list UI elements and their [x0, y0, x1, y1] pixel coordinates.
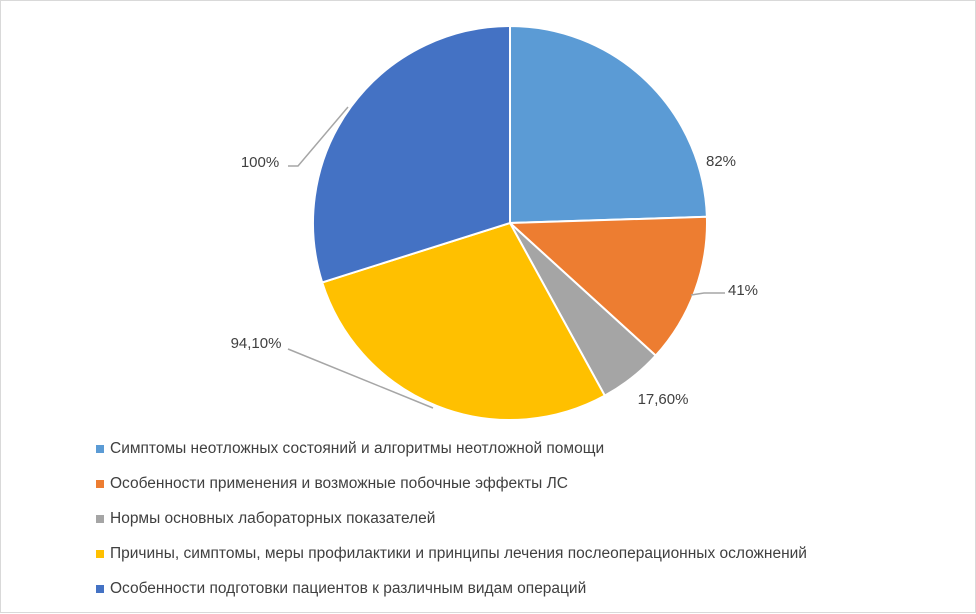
- legend-item-1: Особенности применения и возможные побоч…: [96, 466, 807, 501]
- legend-swatch: [96, 479, 104, 488]
- legend: Симптомы неотложных состояний и алгоритм…: [96, 431, 807, 606]
- pie-slices: [312, 24, 708, 421]
- legend-item-3: Причины, симптомы, меры профилактики и п…: [96, 536, 807, 571]
- legend-swatch: [96, 549, 104, 558]
- legend-swatch: [96, 584, 104, 593]
- legend-label: Нормы основных лабораторных показателей: [110, 509, 436, 527]
- leader-line-1: [690, 292, 725, 296]
- leader-line-3: [287, 348, 434, 409]
- legend-item-2: Нормы основных лабораторных показателей: [96, 501, 807, 536]
- legend-label: Симптомы неотложных состояний и алгоритм…: [110, 439, 605, 457]
- legend-swatch: [96, 514, 104, 523]
- pie-slice-0: [509, 24, 708, 225]
- data-label-2: 17,60%: [638, 391, 689, 408]
- legend-item-0: Симптомы неотложных состояний и алгоритм…: [96, 431, 807, 466]
- data-labels: 82% 41% 17,60% 94,10% 100%: [231, 153, 758, 408]
- legend-label: Особенности подготовки пациентов к разли…: [110, 579, 587, 597]
- leader-line-4: [288, 106, 349, 167]
- pie-slice-4: [312, 24, 511, 284]
- legend-item-4: Особенности подготовки пациентов к разли…: [96, 571, 807, 606]
- data-label-1: 41%: [728, 282, 758, 299]
- data-label-3: 94,10%: [231, 335, 282, 352]
- data-label-4: 100%: [241, 154, 279, 171]
- pie-slice-3: [320, 221, 607, 421]
- legend-swatch: [96, 444, 104, 453]
- data-label-0: 82%: [706, 153, 736, 170]
- leader-lines: [287, 106, 725, 409]
- pie-slice-1: [507, 215, 708, 357]
- legend-label: Особенности применения и возможные побоч…: [110, 474, 568, 492]
- legend-label: Причины, симптомы, меры профилактики и п…: [110, 544, 807, 562]
